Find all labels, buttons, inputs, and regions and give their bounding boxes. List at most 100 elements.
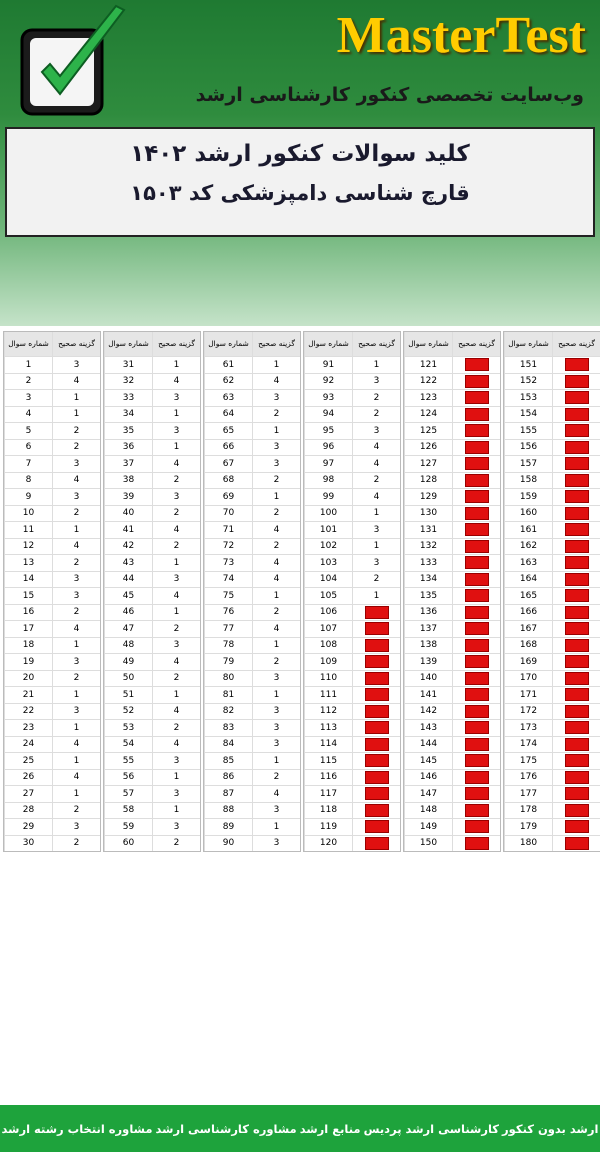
table-row: 52 4 <box>104 702 200 719</box>
table-row: 97 4 <box>304 455 400 472</box>
question-number: 145 <box>404 753 452 769</box>
table-row: 137 <box>404 620 500 637</box>
answer-cell <box>552 456 600 472</box>
deleted-mark <box>564 704 589 718</box>
question-number: 112 <box>304 703 352 719</box>
question-number: 174 <box>504 736 552 752</box>
footer-link[interactable]: کارشناسی ارشد پردیس <box>363 1121 499 1136</box>
table-row: 25 1 <box>4 752 100 769</box>
table-row: 165 <box>504 587 600 604</box>
question-number: 23 <box>4 720 52 736</box>
table-row: 18 1 <box>4 636 100 653</box>
header-cell: شماره سوال <box>404 332 452 356</box>
question-number: 91 <box>304 357 352 373</box>
answer: 1 <box>52 390 100 406</box>
table-row: 156 <box>504 438 600 455</box>
question-number: 5 <box>4 423 52 439</box>
question-number: 24 <box>4 736 52 752</box>
header-cell: شماره سوال <box>104 332 152 356</box>
question-number: 130 <box>404 505 452 521</box>
deleted-mark <box>564 655 589 669</box>
table-row: 169 <box>504 653 600 670</box>
table-row: 123 <box>404 389 500 406</box>
table-row: 70 2 <box>204 504 300 521</box>
answer: 3 <box>152 571 200 587</box>
table-row: 55 3 <box>104 752 200 769</box>
deleted-mark <box>564 770 589 784</box>
answer-cell <box>352 703 400 719</box>
deleted-mark <box>464 473 489 487</box>
table-row: 122 <box>404 372 500 389</box>
answer-table: شماره سوال گزینه صحیح 31 1 32 4 33 3 34 1 35 3 36 1 37… <box>103 331 201 852</box>
table-row: 162 <box>504 537 600 554</box>
question-number: 30 <box>4 835 52 851</box>
deleted-mark <box>564 473 589 487</box>
question-number: 99 <box>304 489 352 505</box>
deleted-mark <box>464 688 489 702</box>
header-cell: گزینه صحیح <box>252 332 300 356</box>
question-number: 86 <box>204 769 252 785</box>
question-number: 136 <box>404 604 452 620</box>
question-number: 64 <box>204 406 252 422</box>
answer: 4 <box>252 373 300 389</box>
question-number: 55 <box>104 753 152 769</box>
deleted-mark <box>364 787 389 801</box>
deleted-mark <box>464 638 489 652</box>
footer-link[interactable]: مشاوره کارشناسی ارشد <box>155 1121 297 1136</box>
answer: 1 <box>152 406 200 422</box>
table-row: 78 1 <box>204 636 300 653</box>
answer: 2 <box>252 604 300 620</box>
answer-cell <box>452 637 500 653</box>
table-row: 121 <box>404 356 500 373</box>
table-row: 174 <box>504 735 600 752</box>
table-row: 77 4 <box>204 620 300 637</box>
question-number: 44 <box>104 571 152 587</box>
footer: ارشد بدون کنکور کارشناسی ارشد پردیس منابع … <box>0 1105 600 1152</box>
answer-cell <box>452 406 500 422</box>
deleted-mark <box>464 572 489 586</box>
answer: 1 <box>52 786 100 802</box>
deleted-mark <box>464 820 489 834</box>
footer-link[interactable]: مشاوره انتخاب رشته ارشد <box>1 1121 153 1136</box>
table-row: 103 3 <box>304 554 400 571</box>
deleted-mark <box>564 506 589 520</box>
question-number: 96 <box>304 439 352 455</box>
answer: 2 <box>252 505 300 521</box>
table-row: 23 1 <box>4 719 100 736</box>
answer: 3 <box>52 456 100 472</box>
brand: MasterTest <box>336 7 586 64</box>
answer-cell <box>452 819 500 835</box>
question-number: 93 <box>304 390 352 406</box>
answer-cell <box>452 357 500 373</box>
question-number: 11 <box>4 522 52 538</box>
question-number: 100 <box>304 505 352 521</box>
table-row: 140 <box>404 669 500 686</box>
answer: 4 <box>152 588 200 604</box>
answer-cell <box>552 604 600 620</box>
question-number: 164 <box>504 571 552 587</box>
footer-link[interactable]: ارشد بدون کنکور <box>502 1121 599 1136</box>
table-row: 82 3 <box>204 702 300 719</box>
question-number: 162 <box>504 538 552 554</box>
table-row: 128 <box>404 471 500 488</box>
answer: 3 <box>352 423 400 439</box>
table-row: 109 <box>304 653 400 670</box>
table-row: 40 2 <box>104 504 200 521</box>
answer: 2 <box>152 472 200 488</box>
header-row: شماره سوال گزینه صحیح <box>304 332 400 356</box>
question-number: 141 <box>404 687 452 703</box>
table-row: 142 <box>404 702 500 719</box>
table-row: 27 1 <box>4 785 100 802</box>
answer-cell <box>452 621 500 637</box>
footer-link[interactable]: منابع ارشد <box>299 1121 361 1136</box>
table-row: 48 3 <box>104 636 200 653</box>
table-row: 131 <box>404 521 500 538</box>
deleted-mark <box>564 803 589 817</box>
table-row: 178 <box>504 801 600 818</box>
answer: 2 <box>352 472 400 488</box>
question-number: 52 <box>104 703 152 719</box>
answer: 4 <box>52 373 100 389</box>
table-row: 66 3 <box>204 438 300 455</box>
